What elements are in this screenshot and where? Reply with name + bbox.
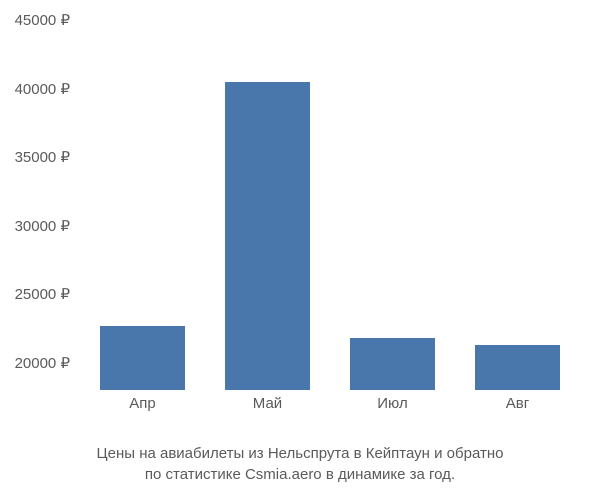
chart-caption: Цены на авиабилеты из Нельспрута в Кейпт… <box>0 443 600 485</box>
price-chart: 20000 ₽ 25000 ₽ 30000 ₽ 35000 ₽ 40000 ₽ 45000… <box>0 10 600 430</box>
plot-area <box>80 20 580 390</box>
bar <box>100 326 185 390</box>
y-tick-label: 35000 ₽ <box>0 148 70 166</box>
y-tick-label: 30000 ₽ <box>0 217 70 235</box>
x-tick-label: Авг <box>506 395 529 412</box>
y-tick-label: 25000 ₽ <box>0 285 70 303</box>
x-tick-label: Апр <box>129 395 155 412</box>
bar <box>475 345 560 390</box>
bar <box>225 82 310 390</box>
caption-line-2: по статистике Csmia.aero в динамике за г… <box>0 464 600 485</box>
bar <box>350 338 435 390</box>
y-tick-label: 45000 ₽ <box>0 11 70 29</box>
y-tick-label: 40000 ₽ <box>0 80 70 98</box>
x-tick-label: Май <box>253 395 282 412</box>
x-tick-label: Июл <box>377 395 407 412</box>
y-tick-label: 20000 ₽ <box>0 354 70 372</box>
caption-line-1: Цены на авиабилеты из Нельспрута в Кейпт… <box>0 443 600 464</box>
